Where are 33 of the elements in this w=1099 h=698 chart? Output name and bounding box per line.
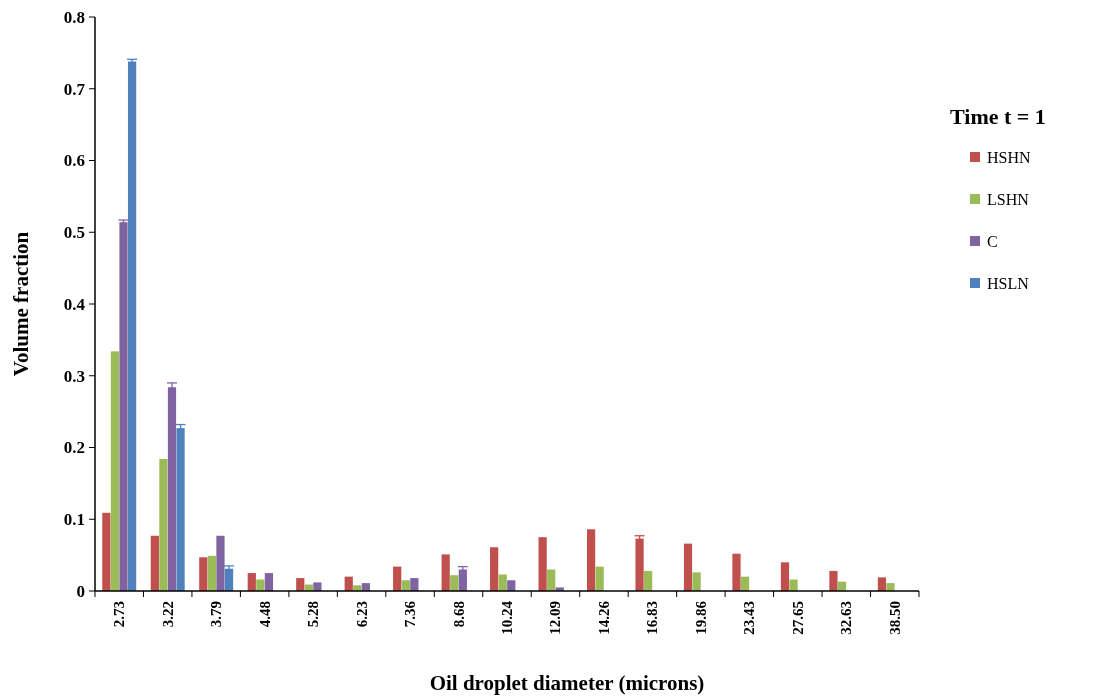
x-tick-label: 19.86	[692, 600, 709, 635]
y-tick-label: 0.8	[63, 7, 85, 27]
x-tick-label: 27.65	[789, 601, 806, 635]
y-tick-label: 0.3	[63, 366, 85, 386]
x-tick-label: 16.83	[644, 601, 661, 635]
legend-label: HSLN	[987, 274, 1030, 292]
legend-label: LSHN	[987, 190, 1030, 208]
legend-label: HSHN	[987, 148, 1032, 166]
x-tick-label: 3.79	[208, 601, 225, 628]
x-tick-label: 7.36	[402, 600, 419, 628]
x-tick-label: 14.26	[595, 600, 612, 635]
y-tick-label: 0.7	[63, 79, 86, 99]
x-tick-label: 6.23	[353, 601, 370, 628]
x-tick-label: 12.09	[547, 601, 564, 635]
y-tick-label: 0.1	[63, 510, 85, 530]
x-tick-label: 3.22	[159, 601, 176, 628]
legend-label: C	[987, 232, 998, 250]
x-axis-title: Oil droplet diameter (microns)	[429, 671, 705, 695]
x-tick-label: 4.48	[256, 601, 273, 628]
y-tick-label: 0.5	[63, 223, 85, 243]
y-axis-title: Volume fraction	[9, 231, 33, 377]
legend-title: Time t = 1	[950, 104, 1046, 129]
x-tick-label: 2.73	[111, 601, 128, 628]
y-tick-label: 0.2	[63, 438, 85, 458]
x-tick-label: 23.43	[741, 601, 758, 635]
x-tick-label: 5.28	[305, 601, 322, 628]
x-tick-label: 38.50	[886, 601, 903, 635]
y-tick-label: 0.4	[63, 294, 86, 314]
x-tick-label: 32.63	[838, 601, 855, 635]
x-tick-label: 10.24	[499, 600, 515, 635]
x-tick-label: 8.68	[450, 601, 467, 628]
y-tick-label: 0.6	[63, 151, 85, 171]
y-tick-label: 0	[76, 581, 85, 601]
